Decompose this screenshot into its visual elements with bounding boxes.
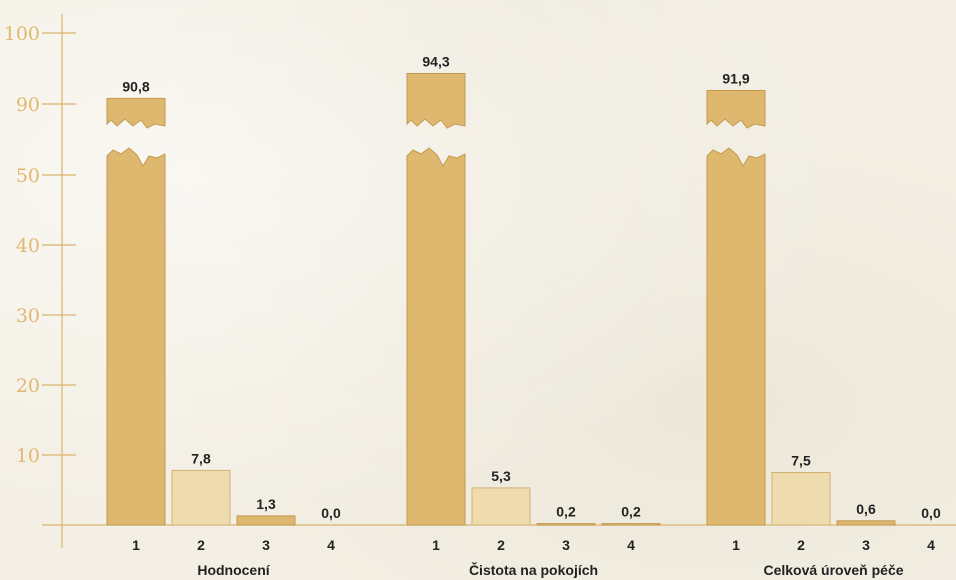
data-label: 90,8	[122, 78, 149, 94]
data-label: 0,0	[321, 505, 341, 521]
x-tick-label: 4	[327, 537, 335, 553]
bar	[471, 487, 531, 526]
bar	[536, 523, 596, 526]
x-tick-label: 2	[497, 537, 505, 553]
data-label: 1,3	[256, 496, 276, 512]
bar	[836, 520, 896, 526]
bar	[601, 523, 661, 526]
bar	[106, 97, 166, 129]
y-tick-label: 10	[16, 445, 40, 467]
x-tick-label: 3	[562, 537, 570, 553]
data-label: 0,0	[921, 505, 941, 521]
y-tick-label: 100	[4, 23, 40, 45]
data-label: 7,8	[191, 450, 211, 466]
x-tick-label: 4	[927, 537, 935, 553]
data-label: 0,2	[621, 504, 641, 520]
y-tick-label: 40	[16, 235, 40, 257]
bar	[171, 469, 231, 526]
data-label: 5,3	[491, 468, 511, 484]
x-tick-label: 1	[132, 537, 140, 553]
data-label: 7,5	[791, 453, 811, 469]
group-label: Hodnocení	[197, 562, 270, 578]
data-label: 91,9	[722, 71, 749, 87]
bar	[236, 515, 296, 526]
group-label: Celková úroveň péče	[763, 562, 903, 578]
x-tick-label: 2	[797, 537, 805, 553]
bar	[406, 72, 466, 129]
y-tick-label: 30	[16, 305, 40, 327]
x-tick-label: 4	[627, 537, 635, 553]
data-label: 0,2	[556, 504, 576, 520]
bar	[706, 147, 766, 526]
bar	[706, 90, 766, 129]
x-tick-label: 1	[432, 537, 440, 553]
x-tick-label: 3	[262, 537, 270, 553]
x-tick-label: 1	[732, 537, 740, 553]
x-tick-label: 3	[862, 537, 870, 553]
data-label: 0,6	[856, 501, 876, 517]
y-tick-label: 20	[16, 375, 40, 397]
bar	[106, 147, 166, 526]
y-tick-label: 50	[16, 165, 40, 187]
y-tick-label: 90	[16, 94, 40, 116]
bar	[771, 472, 831, 526]
data-label: 94,3	[422, 53, 449, 69]
bar	[406, 147, 466, 526]
group-label: Čistota na pokojích	[469, 561, 598, 578]
x-tick-label: 2	[197, 537, 205, 553]
